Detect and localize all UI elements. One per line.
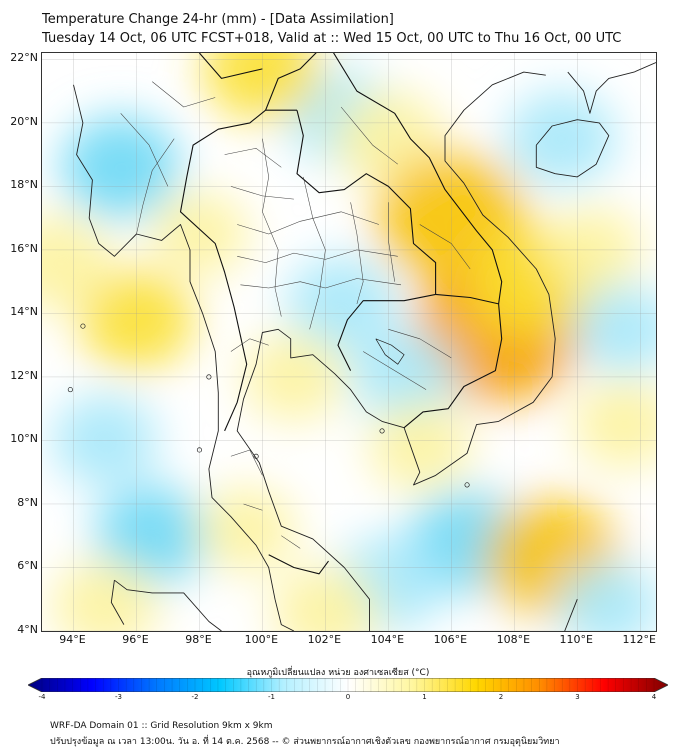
border-line: [403, 293, 503, 429]
field-anomaly: [197, 486, 296, 572]
footer-update-info: ปรับปรุงข้อมูล ณ เวลา 13:00น. วัน อ. ที่…: [50, 737, 560, 747]
lon-tick-label: 112°E: [622, 633, 656, 646]
province-line: [281, 535, 301, 549]
border-line: [337, 293, 436, 371]
footer-model-info: WRF-DA Domain 01 :: Grid Resolution 9km …: [50, 721, 273, 731]
colorbar: [28, 678, 668, 692]
graticule: [42, 53, 656, 631]
border-line: [333, 53, 503, 304]
coastline: [114, 579, 222, 631]
lat-tick-label: 4°N: [17, 623, 38, 636]
province-line: [388, 202, 395, 282]
colorbar-tick-label: -2: [191, 693, 199, 701]
lat-tick-label: 16°N: [10, 241, 38, 255]
coastline: [236, 71, 556, 631]
province-line: [350, 202, 364, 304]
coastlines: [73, 62, 656, 631]
lon-tick-label: 106°E: [433, 633, 468, 646]
colorbar-tick-label: 3: [575, 693, 580, 701]
border-line: [268, 554, 329, 575]
field-anomaly: [368, 402, 471, 492]
province-line: [230, 338, 269, 352]
lon-tick-label: 94°E: [59, 633, 86, 646]
lat-tick-label: 20°N: [10, 114, 38, 128]
lon-tick-label: 110°E: [559, 633, 594, 646]
province-line: [243, 503, 263, 511]
temperature-change-map: [42, 53, 656, 631]
field-anomaly: [573, 380, 656, 469]
province-line: [419, 224, 471, 270]
lat-tick-label: 14°N: [10, 305, 38, 319]
field-anomaly: [506, 90, 617, 187]
field-anomaly: [94, 485, 210, 586]
coastline: [567, 62, 656, 114]
field-anomaly: [573, 284, 656, 374]
island-outline: [67, 387, 73, 393]
field-anomaly: [61, 115, 181, 219]
lon-tick-label: 98°E: [185, 633, 212, 646]
province-line: [237, 249, 398, 263]
field-anomaly: [285, 255, 397, 352]
province-line: [262, 138, 282, 317]
lon-tick-label: 96°E: [122, 633, 149, 646]
lat-tick-label: 8°N: [17, 495, 38, 509]
lat-tick-label: 18°N: [10, 178, 38, 192]
province-line: [340, 106, 398, 165]
lon-tick-label: 108°E: [496, 633, 531, 646]
lon-tick-label: 100°E: [244, 633, 279, 646]
island-outline: [464, 482, 470, 488]
lon-tick-label: 104°E: [370, 633, 405, 646]
province-line: [237, 211, 379, 235]
lat-tick-label: 10°N: [10, 432, 38, 446]
province-line: [230, 186, 294, 200]
province-line: [224, 148, 282, 168]
province-line: [152, 81, 216, 108]
border-line: [179, 109, 297, 432]
field-anomaly: [42, 214, 113, 311]
coastline: [110, 580, 125, 625]
lat-tick-label: 12°N: [10, 368, 38, 382]
map-subtitle: Tuesday 14 Oct, 06 UTC FCST+018, Valid a…: [42, 31, 622, 46]
colorbar-tick-label: -4: [38, 693, 46, 701]
province-line: [136, 138, 175, 235]
colorbar-bar: [28, 678, 668, 692]
colorbar-tick-label: -3: [115, 693, 122, 701]
coastline: [535, 119, 610, 178]
lat-tick-label: 22°N: [10, 51, 38, 65]
temperature-field: [42, 53, 656, 631]
island-outline: [206, 374, 212, 380]
lat-tick-label: 6°N: [17, 559, 38, 573]
colorbar-tick-label: 2: [498, 693, 504, 701]
island-outline: [80, 323, 86, 329]
province-line: [120, 113, 169, 187]
border-line: [198, 53, 263, 79]
map-title: Temperature Change 24-hr (mm) - [Data As…: [42, 12, 394, 27]
lon-tick-label: 102°E: [307, 633, 342, 646]
colorbar-tick-label: 4: [651, 693, 657, 701]
province-line: [388, 329, 452, 359]
tonle-sap-lake: [375, 338, 405, 365]
colorbar-label: อุณหภูมิเปลี่ยนแปลง หน่วย องศาเซลเซียส (…: [246, 668, 430, 678]
national-borders: [179, 53, 503, 575]
island-outline: [196, 447, 202, 453]
island-outline: [379, 428, 385, 434]
province-line: [230, 449, 263, 476]
border-line: [265, 53, 317, 111]
map-panel[interactable]: [41, 52, 657, 632]
colorbar-tick-label: 0: [345, 693, 351, 701]
border-line: [296, 110, 437, 295]
island-outline: [253, 453, 259, 459]
province-line: [303, 176, 326, 330]
colorbar-tick-label: 1: [422, 693, 427, 701]
field-anomaly: [51, 559, 159, 631]
coastline: [564, 599, 578, 631]
province-line: [363, 351, 427, 390]
coastline: [73, 84, 295, 631]
colorbar-tick-label: -1: [268, 693, 275, 701]
field-anomaly: [557, 561, 656, 631]
province-line: [240, 278, 402, 289]
province-boundaries: [120, 81, 471, 549]
